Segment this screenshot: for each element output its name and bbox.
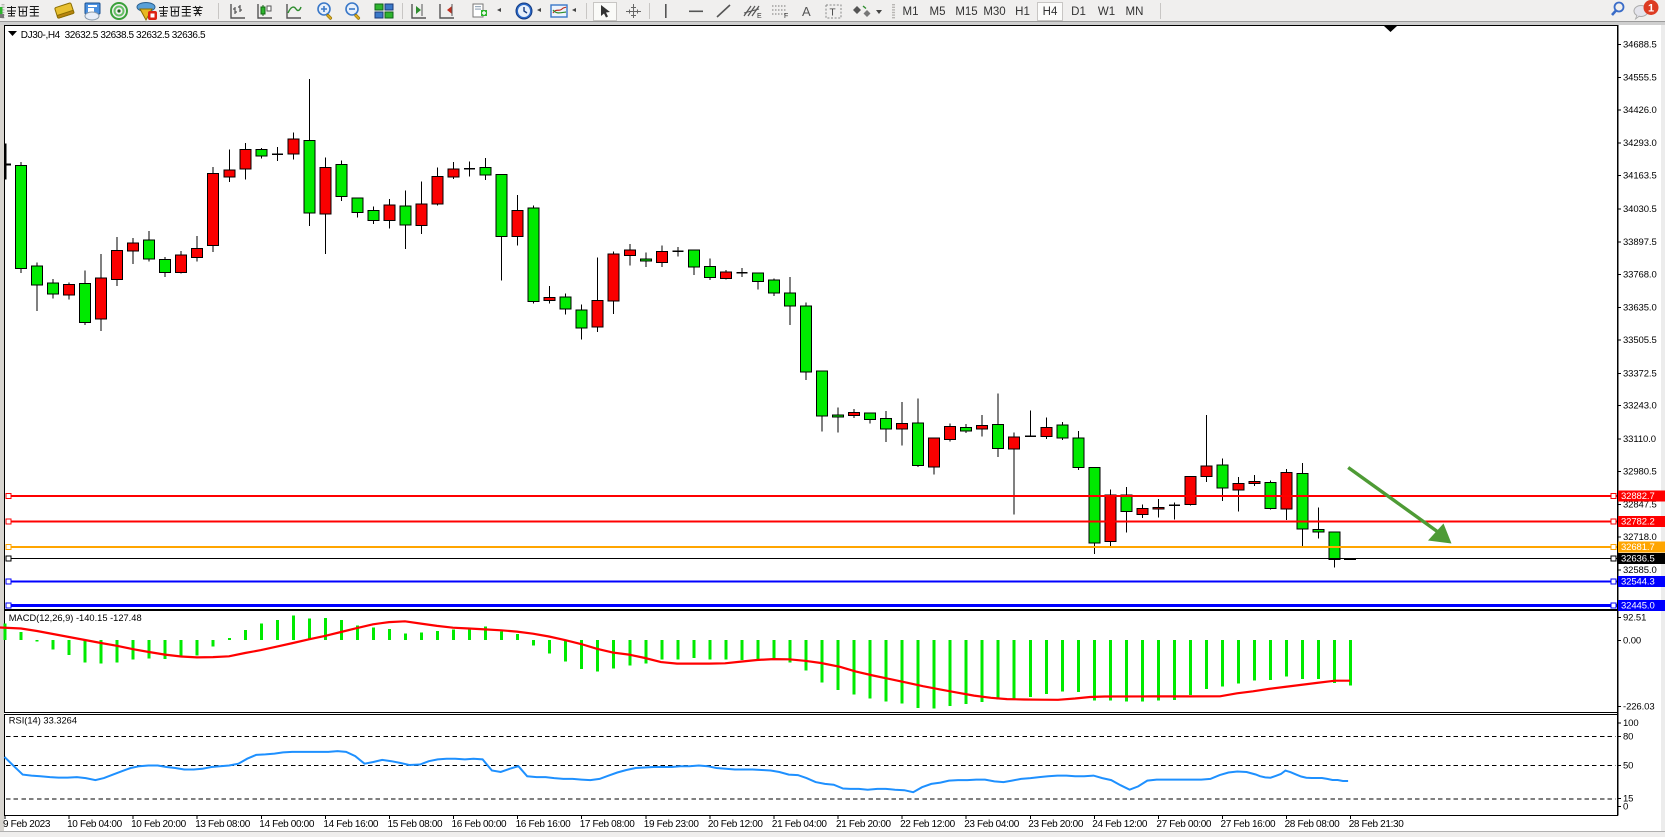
svg-text:16 Feb 16:00: 16 Feb 16:00	[516, 819, 572, 830]
svg-text:32782.2: 32782.2	[1621, 517, 1655, 528]
svg-text:1: 1	[1648, 3, 1654, 15]
svg-text:0.00: 0.00	[1623, 635, 1641, 646]
svg-text:E: E	[757, 13, 762, 20]
svg-text:10 Feb 20:00: 10 Feb 20:00	[131, 819, 187, 830]
svg-text:32980.5: 32980.5	[1623, 466, 1657, 477]
svg-text:15: 15	[1623, 794, 1633, 805]
svg-text:80: 80	[1623, 732, 1633, 743]
svg-text:20 Feb 12:00: 20 Feb 12:00	[708, 819, 764, 830]
svg-text:-226.03: -226.03	[1623, 701, 1655, 712]
svg-text:50: 50	[1623, 761, 1633, 772]
svg-text:32445.0: 32445.0	[1621, 601, 1655, 612]
svg-text:27 Feb 00:00: 27 Feb 00:00	[1156, 819, 1212, 830]
svg-text:33372.5: 33372.5	[1623, 368, 1657, 379]
svg-text:32585.0: 32585.0	[1623, 565, 1657, 576]
svg-text:M15: M15	[955, 6, 977, 18]
svg-text:MACD(12,26,9) -140.15 -127.48: MACD(12,26,9) -140.15 -127.48	[9, 613, 142, 623]
svg-text:32847.5: 32847.5	[1623, 500, 1657, 511]
svg-text:17 Feb 08:00: 17 Feb 08:00	[580, 819, 636, 830]
svg-text:H4: H4	[1043, 6, 1058, 18]
svg-text:100: 100	[1623, 718, 1639, 729]
svg-text:D1: D1	[1071, 6, 1086, 18]
svg-text:21 Feb 04:00: 21 Feb 04:00	[772, 819, 828, 830]
svg-text:19 Feb 23:00: 19 Feb 23:00	[644, 819, 700, 830]
svg-text:34426.0: 34426.0	[1623, 105, 1657, 116]
svg-text:M1: M1	[903, 6, 919, 18]
svg-text:32681.7: 32681.7	[1621, 542, 1655, 553]
svg-text:34555.5: 34555.5	[1623, 73, 1657, 84]
svg-text:33243.0: 33243.0	[1623, 401, 1657, 412]
svg-text:16 Feb 00:00: 16 Feb 00:00	[452, 819, 508, 830]
svg-text:27 Feb 16:00: 27 Feb 16:00	[1221, 819, 1277, 830]
svg-text:9 Feb 2023: 9 Feb 2023	[3, 819, 51, 830]
svg-text:A: A	[802, 4, 811, 19]
svg-text:22 Feb 12:00: 22 Feb 12:00	[900, 819, 956, 830]
svg-text:33505.5: 33505.5	[1623, 335, 1657, 346]
svg-text:32882.7: 32882.7	[1621, 491, 1655, 502]
svg-text:28 Feb 08:00: 28 Feb 08:00	[1285, 819, 1341, 830]
svg-text:34030.5: 34030.5	[1623, 204, 1657, 215]
svg-text:T: T	[830, 8, 836, 19]
svg-text:28 Feb 21:30: 28 Feb 21:30	[1349, 819, 1405, 830]
svg-text:13 Feb 08:00: 13 Feb 08:00	[195, 819, 251, 830]
svg-text:23 Feb 20:00: 23 Feb 20:00	[1028, 819, 1084, 830]
svg-text:M5: M5	[930, 6, 946, 18]
svg-text:MN: MN	[1126, 6, 1144, 18]
svg-text:33110.0: 33110.0	[1623, 434, 1656, 445]
svg-text:14 Feb 00:00: 14 Feb 00:00	[259, 819, 315, 830]
svg-text:34163.5: 34163.5	[1623, 171, 1657, 182]
svg-text:15 Feb 08:00: 15 Feb 08:00	[388, 819, 444, 830]
svg-text:21 Feb 20:00: 21 Feb 20:00	[836, 819, 892, 830]
svg-text:23 Feb 04:00: 23 Feb 04:00	[964, 819, 1020, 830]
svg-text:34293.0: 34293.0	[1623, 138, 1657, 149]
svg-text:32718.0: 32718.0	[1623, 532, 1657, 543]
svg-text:33897.5: 33897.5	[1623, 237, 1657, 248]
svg-text:24 Feb 12:00: 24 Feb 12:00	[1092, 819, 1148, 830]
svg-text:32636.5: 32636.5	[1621, 554, 1655, 565]
svg-text:32544.3: 32544.3	[1621, 577, 1655, 588]
svg-text:DJ30-,H4 32632.5 32638.5 3263: DJ30-,H4 32632.5 32638.5 32632.5 32636.5	[21, 30, 206, 41]
svg-text:14 Feb 16:00: 14 Feb 16:00	[323, 819, 379, 830]
svg-text:0: 0	[1623, 802, 1628, 813]
svg-text:33768.0: 33768.0	[1623, 269, 1657, 280]
svg-text:33635.0: 33635.0	[1623, 303, 1657, 314]
svg-text:34688.5: 34688.5	[1623, 39, 1657, 50]
svg-text:RSI(14) 33.3264: RSI(14) 33.3264	[9, 716, 77, 726]
svg-text:F: F	[784, 13, 788, 20]
svg-text:M30: M30	[983, 6, 1005, 18]
svg-text:H1: H1	[1015, 6, 1030, 18]
svg-text:92.51: 92.51	[1623, 612, 1646, 623]
svg-text:W1: W1	[1098, 6, 1115, 18]
svg-text:10 Feb 04:00: 10 Feb 04:00	[67, 819, 123, 830]
